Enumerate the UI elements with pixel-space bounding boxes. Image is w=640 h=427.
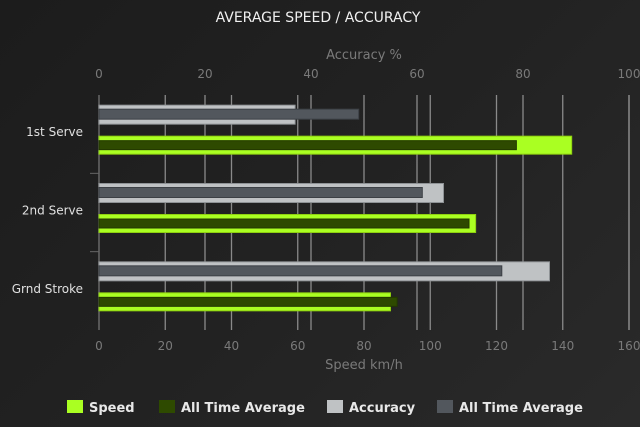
top-axis-label: Accuracy % [326, 48, 402, 63]
category-label: Grnd Stroke [12, 282, 83, 296]
legend-label[interactable]: Accuracy [349, 401, 416, 416]
bar-speed-all-time-average[interactable] [98, 296, 398, 307]
accuracy-tick-label: 40 [303, 67, 318, 81]
speed-tick-label: 100 [419, 339, 442, 353]
legend-swatch [327, 400, 343, 413]
legend-label[interactable]: All Time Average [459, 401, 583, 416]
legend-label[interactable]: All Time Average [181, 401, 305, 416]
bar-accuracy-all-time-average[interactable] [98, 108, 360, 120]
bar-accuracy-all-time-average[interactable] [98, 265, 503, 277]
accuracy-tick-label: 100 [618, 67, 640, 81]
speed-tick-label: 60 [290, 339, 305, 353]
category-label: 1st Serve [26, 125, 83, 139]
accuracy-tick-label: 0 [95, 67, 103, 81]
speed-tick-label: 0 [95, 339, 103, 353]
speed-tick-label: 140 [551, 339, 574, 353]
accuracy-tick-label: 60 [409, 67, 424, 81]
category-label: 2nd Serve [22, 204, 83, 218]
legend-label[interactable]: Speed [89, 401, 135, 416]
speed-tick-label: 120 [485, 339, 508, 353]
speed-tick-label: 20 [158, 339, 173, 353]
chart-title: AVERAGE SPEED / ACCURACY [216, 10, 421, 26]
bottom-axis-label: Speed km/h [325, 358, 403, 373]
legend-swatch [159, 400, 175, 413]
speed-tick-label: 40 [224, 339, 239, 353]
bar-speed-all-time-average[interactable] [98, 218, 470, 229]
accuracy-tick-label: 80 [515, 67, 530, 81]
speed-tick-label: 160 [618, 339, 640, 353]
legend-swatch [437, 400, 453, 413]
accuracy-tick-label: 20 [197, 67, 212, 81]
bar-speed-all-time-average[interactable] [98, 140, 517, 151]
speed-tick-label: 80 [356, 339, 371, 353]
bar-accuracy-all-time-average[interactable] [98, 187, 423, 198]
legend-swatch [67, 400, 83, 413]
